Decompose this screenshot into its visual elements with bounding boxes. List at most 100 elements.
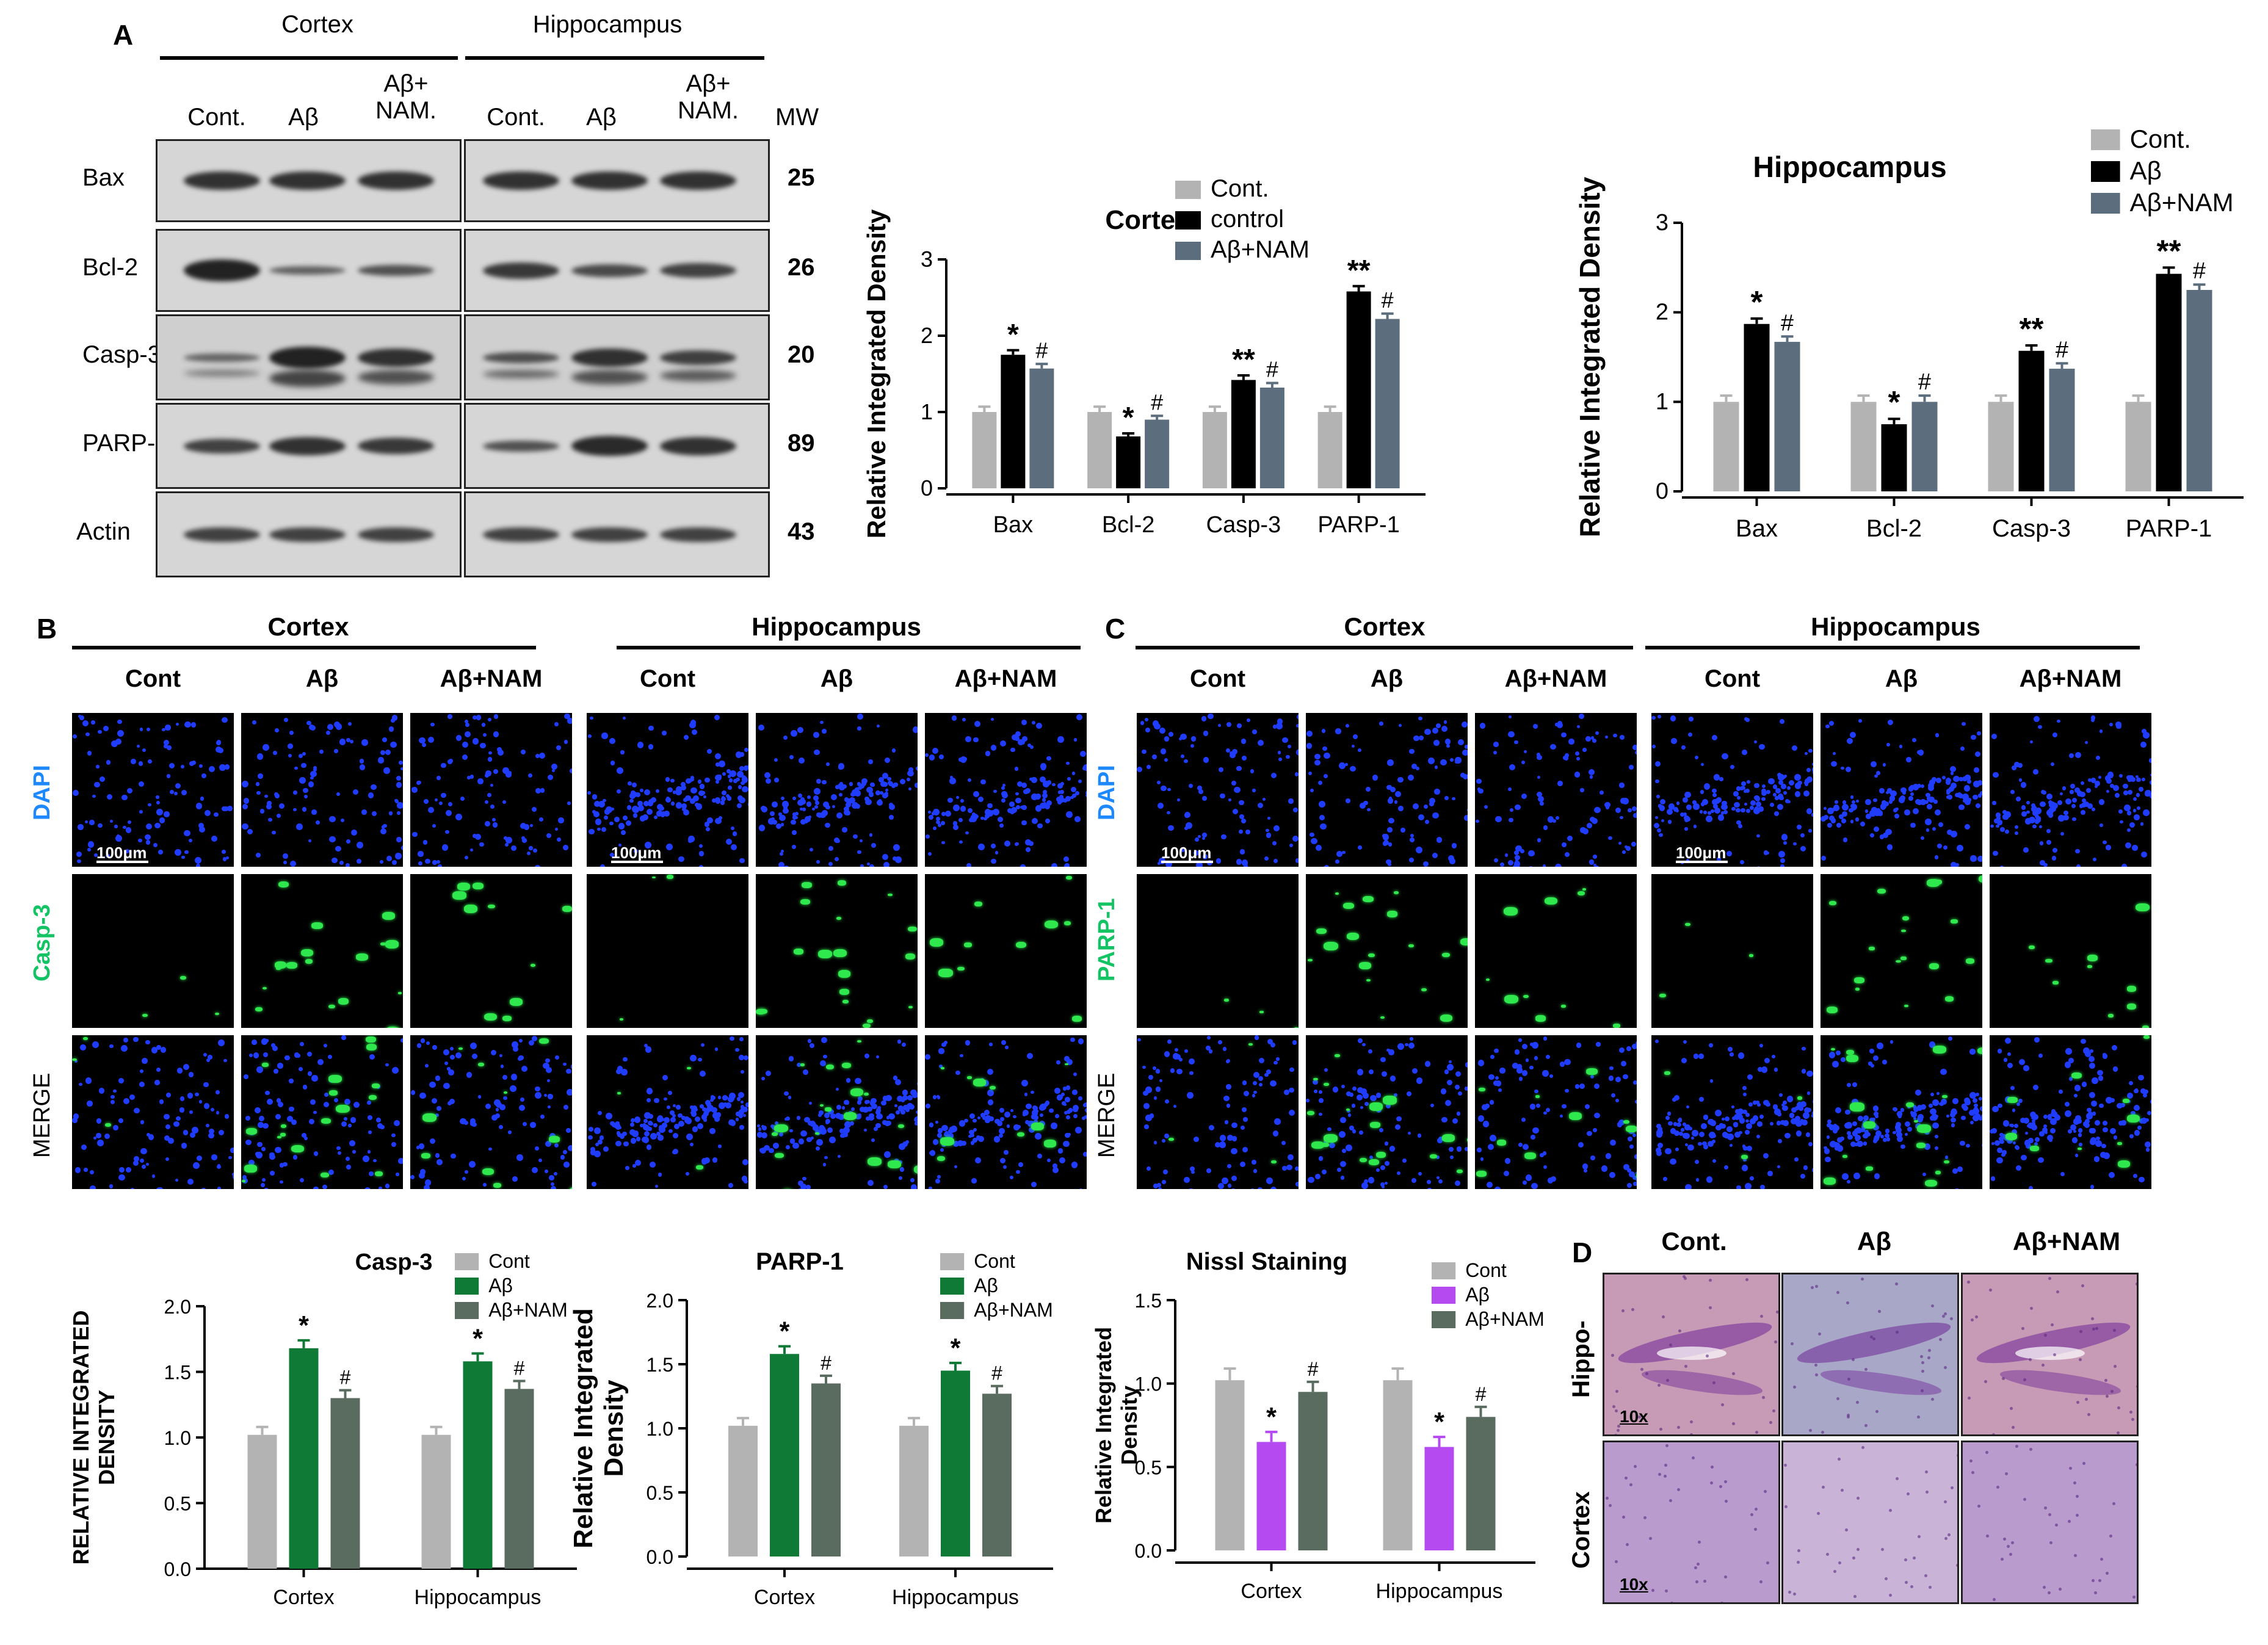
nucleus-dot bbox=[1509, 764, 1516, 770]
nucleus-dot bbox=[258, 1122, 264, 1129]
nucleus-dot bbox=[1949, 765, 1956, 772]
nucleus-dot bbox=[1528, 850, 1535, 857]
nucleus-dot bbox=[1031, 1181, 1037, 1188]
nucleus-dot bbox=[1852, 1099, 1858, 1105]
nucleus-dot bbox=[703, 1118, 707, 1122]
nucleus-dot bbox=[329, 815, 336, 823]
nucleus-dot bbox=[1885, 1133, 1889, 1138]
nucleus-dot bbox=[627, 805, 632, 810]
nucleus-dot bbox=[1610, 1093, 1616, 1097]
nucleus-dot bbox=[181, 790, 187, 796]
nucleus-dot bbox=[145, 834, 151, 840]
nucleus-dot bbox=[1687, 732, 1693, 737]
nucleus-dot bbox=[2051, 856, 2056, 861]
nucleus-dot bbox=[857, 714, 864, 720]
nucleus-dot bbox=[690, 778, 694, 781]
nucleus-dot bbox=[987, 810, 994, 817]
nucleus-dot bbox=[1499, 1068, 1505, 1074]
nucleus-dot bbox=[1866, 814, 1871, 819]
nucleus-dot bbox=[798, 1180, 804, 1186]
y-tick-label: 0 bbox=[1656, 479, 1668, 504]
green-signal bbox=[1394, 891, 1399, 895]
nucleus-dot bbox=[1908, 786, 1914, 792]
nucleus-dot bbox=[1920, 799, 1926, 805]
nucleus-dot bbox=[2068, 1077, 2073, 1081]
nucleus-dot bbox=[1057, 790, 1062, 795]
legend-swatch bbox=[940, 1302, 965, 1319]
nucleus-dot bbox=[1659, 833, 1663, 837]
nucleus-dot bbox=[1288, 745, 1292, 749]
green-signal bbox=[1979, 875, 1982, 883]
nucleus-dot bbox=[125, 848, 130, 853]
nucleus-dot bbox=[1877, 810, 1883, 817]
nucleus-dot bbox=[1886, 788, 1893, 794]
nucleus-dot bbox=[1617, 1122, 1623, 1127]
nucleus-dot bbox=[1176, 1068, 1183, 1075]
nucleus-dot bbox=[360, 759, 364, 764]
nucleus-dot bbox=[560, 1155, 565, 1160]
nucleus-dot bbox=[1913, 1106, 1919, 1112]
nucleus-dot bbox=[1389, 1076, 1396, 1082]
nucleus-dot bbox=[1534, 1055, 1538, 1060]
nucleus-dot bbox=[1409, 837, 1415, 843]
green-signal bbox=[1934, 880, 1943, 884]
nucleus-dot bbox=[1886, 1137, 1890, 1141]
green-signal bbox=[793, 948, 804, 955]
nucleus-dot bbox=[600, 1135, 604, 1140]
nucleus-dot bbox=[438, 864, 442, 867]
nucleus-dot bbox=[960, 799, 965, 803]
nucleus-dot bbox=[690, 798, 695, 804]
nucleus-dot bbox=[935, 1179, 941, 1184]
nucleus-dot bbox=[412, 831, 418, 837]
nucleus-dot bbox=[2126, 810, 2132, 815]
nucleus-dot bbox=[618, 823, 625, 830]
nucleus-dot bbox=[1456, 1112, 1461, 1116]
nucleus-dot bbox=[1910, 1111, 1917, 1118]
nucleus-dot bbox=[1078, 779, 1082, 784]
nucleus-dot bbox=[2138, 1075, 2144, 1081]
nucleus-dot bbox=[2050, 762, 2054, 766]
nucleus-dot bbox=[980, 779, 986, 785]
nucleus-dot bbox=[1965, 774, 1971, 781]
nucleus-dot bbox=[2139, 1176, 2145, 1183]
nucleus-dot bbox=[2111, 1044, 2118, 1051]
nucleus-dot bbox=[535, 754, 540, 758]
nucleus-dot bbox=[253, 1052, 259, 1058]
nucleus-dot bbox=[1257, 1187, 1263, 1189]
green-signal bbox=[1335, 892, 1339, 895]
nucleus-dot bbox=[540, 1115, 545, 1119]
nucleus-dot bbox=[1633, 812, 1637, 819]
nucleus-dot bbox=[1693, 803, 1700, 810]
nucleus-dot bbox=[2018, 778, 2022, 782]
nucleus-dot bbox=[2108, 1172, 2115, 1179]
nucleus-dot bbox=[798, 1138, 805, 1144]
nucleus-dot bbox=[614, 816, 620, 822]
green-signal bbox=[328, 1004, 335, 1009]
nucleus-dot bbox=[2004, 815, 2009, 820]
nucleus-dot bbox=[723, 1102, 728, 1107]
nucleus-dot bbox=[435, 1076, 440, 1081]
nucleus-dot bbox=[1477, 1115, 1485, 1122]
if-micrograph bbox=[1306, 713, 1468, 867]
nucleus-dot bbox=[339, 860, 344, 865]
nucleus-dot bbox=[1729, 1143, 1733, 1147]
nucleus-dot bbox=[663, 810, 670, 817]
nucleus-dot bbox=[867, 1106, 873, 1112]
nucleus-dot bbox=[689, 1142, 694, 1146]
nucleus-dot bbox=[1841, 818, 1847, 823]
nucleus-dot bbox=[1063, 856, 1070, 862]
green-signal bbox=[914, 1165, 918, 1174]
nucleus-dot bbox=[115, 834, 122, 842]
nucleus-dot bbox=[2149, 779, 2151, 785]
nucleus-dot bbox=[1002, 1165, 1007, 1170]
cell-dot bbox=[2113, 1364, 2117, 1368]
nucleus-dot bbox=[540, 788, 545, 793]
nucleus-dot bbox=[117, 729, 125, 737]
nucleus-dot bbox=[1231, 781, 1237, 786]
bar bbox=[247, 1434, 277, 1569]
nucleus-dot bbox=[685, 795, 691, 801]
nucleus-dot bbox=[1774, 811, 1780, 817]
nucleus-dot bbox=[990, 717, 994, 721]
nucleus-dot bbox=[667, 1105, 670, 1109]
y-axis-label-group: Relative Integrated Density bbox=[568, 1308, 629, 1549]
